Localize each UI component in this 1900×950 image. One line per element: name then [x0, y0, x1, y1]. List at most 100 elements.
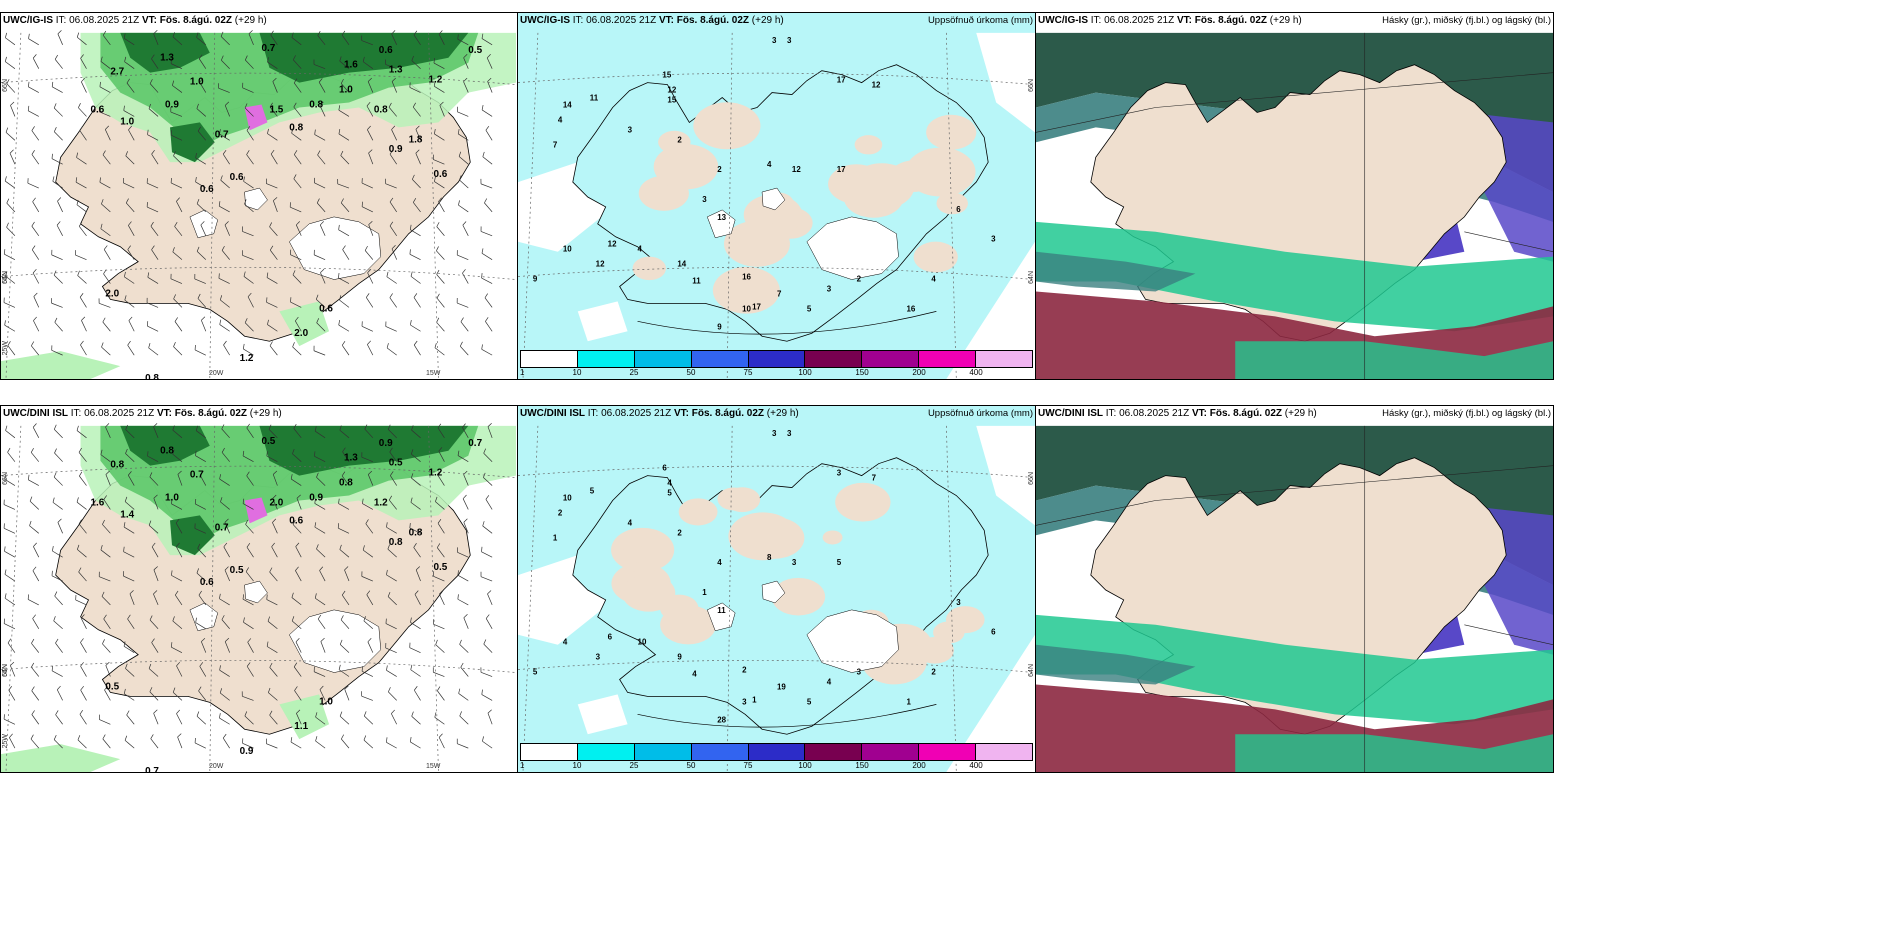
precip-value-label: 0.5: [468, 45, 482, 56]
glacier: [761, 187, 786, 211]
map-panel: 0.5 0.8 0.8 1.6 0.7 1.0 0.7 0.6 1.3 0.9 0.8 0.5 0.9 1…: [0, 405, 518, 773]
precip-value-label: 0.6: [200, 577, 214, 588]
precip-value-label: 0.5: [105, 681, 119, 692]
precip-value-label: 0.6: [379, 45, 393, 56]
precip-shading: [1, 425, 517, 772]
colorbar-swatch: [634, 744, 692, 760]
precip-value-label: 0.7: [190, 470, 204, 481]
glacier: [244, 580, 268, 604]
precip-value-label: 3: [742, 697, 747, 706]
land-dry: [632, 102, 977, 314]
precip-value-label: 3: [702, 195, 707, 204]
precip-value-label: 3: [827, 284, 832, 293]
glacier: [189, 602, 219, 632]
glacier: [806, 609, 899, 673]
precip-value-label: 9: [533, 275, 538, 284]
precip-value-label: 0.5: [389, 458, 403, 469]
precip-value-label: 4: [558, 115, 563, 124]
precip-value-label: 2: [677, 528, 682, 537]
colorbar-swatch: [577, 744, 635, 760]
precip-value-label: 1: [752, 695, 757, 704]
glacier: [706, 602, 736, 632]
colorbar-tick-label: 150: [855, 761, 869, 770]
precip-value-label: 1.3: [389, 65, 403, 76]
precip-value-label: 2: [857, 275, 862, 284]
precip-value-label: 8: [767, 553, 772, 562]
colorbar-tick-label: 200: [912, 368, 926, 377]
precip-value-label: 17: [752, 302, 761, 311]
grid-label: 64N: [1028, 664, 1035, 677]
precip-value-label: 4: [638, 245, 643, 254]
precip-value-label: 1.2: [374, 497, 388, 508]
colorbar-tick-label: 150: [855, 368, 869, 377]
precip-shading: [1, 32, 517, 379]
precip-value-label: 1.0: [120, 116, 134, 127]
grid-label: 20W: [209, 763, 224, 770]
precip-value-label: 1.3: [344, 453, 358, 464]
precip-value-label: 1: [702, 588, 707, 597]
precip-value-label: 1.6: [344, 60, 358, 71]
precip-value-label: 1: [906, 697, 911, 706]
precip-value-label: 0.8: [389, 537, 403, 548]
precip-value-label: 19: [777, 682, 786, 691]
map-panel: 3 3 10 6 5 4 2 1 3 7 4 2 8 4 3 5 1 11 6 4 10 3 9 4 2 5 3 1 28 19 5 4 3 1 2…: [517, 405, 1036, 773]
value-labels: 0.5 0.8 0.8 1.6 0.7 1.0 0.7 0.6 1.3 0.9 0.8 0.5 0.9 1…: [90, 436, 482, 772]
colorbar-tick-label: 400: [969, 761, 983, 770]
precip-value-label: 0.8: [409, 527, 423, 538]
colorbar-swatch: [748, 351, 806, 367]
precip-value-label: 4: [667, 479, 672, 488]
precip-value-label: 2: [717, 165, 722, 174]
precip-value-label: 0.9: [389, 144, 403, 155]
colorbar-swatch: [748, 744, 806, 760]
colorbar-tick-label: 25: [629, 368, 639, 377]
precip-value-label: 0.8: [374, 104, 388, 115]
precip-value-label: 17: [837, 165, 846, 174]
precip-value-label: 9: [717, 322, 722, 331]
colorbar-swatch: [919, 351, 977, 367]
precip-value-label: 0.9: [379, 438, 393, 449]
precip-value-label: 0.7: [215, 129, 229, 140]
wind-barbs: [3, 30, 493, 356]
grid-label: 15W: [426, 370, 441, 377]
glacier: [189, 209, 219, 239]
glacier: [289, 609, 382, 673]
precip-value-label: 12: [792, 165, 801, 174]
colorbar-swatch: [976, 351, 1033, 367]
colorbar-tick-label: 10: [572, 368, 582, 377]
precip-value-label: 9: [677, 653, 682, 662]
precip-value-label: 10: [638, 638, 647, 647]
precip-value-label: 3: [956, 598, 961, 607]
precip-value-label: 7: [777, 289, 782, 298]
map-canvas: [1036, 406, 1553, 772]
precip-value-label: 3: [596, 653, 601, 662]
precip-value-label: 0.9: [165, 99, 179, 110]
precip-value-label: 13: [717, 213, 726, 222]
precip-value-label: 3: [837, 469, 842, 478]
colorbar-swatch: [521, 351, 578, 367]
precip-value-label: 0.9: [309, 492, 323, 503]
precip-value-label: 3: [772, 429, 777, 438]
precip-value-label: 10: [563, 493, 572, 502]
colorbar-swatch: [691, 351, 749, 367]
precip-value-label: 5: [837, 558, 842, 567]
colorbar-swatch: [919, 744, 977, 760]
precip-value-label: 0.5: [230, 565, 244, 576]
colorbar-tick-label: 100: [798, 761, 812, 770]
precip-value-label: 15: [667, 96, 676, 105]
colorbar-swatch: [862, 744, 920, 760]
cloud-layers-over: [1036, 32, 1553, 379]
precip-value-label: 2.0: [269, 497, 283, 508]
precip-value-label: 2.0: [294, 328, 308, 339]
precip-value-label: 0.8: [145, 373, 159, 379]
glacier: [244, 187, 268, 211]
map-panel: UWC/DINI ISL IT: 06.08.2025 21Z VT: Fös.…: [1035, 405, 1554, 773]
precip-value-label: 1.0: [190, 77, 204, 88]
precip-value-label: 4: [563, 638, 568, 647]
precip-value-label: 5: [667, 489, 672, 498]
precip-value-label: 14: [563, 100, 572, 109]
precip-value-label: 0.6: [289, 515, 303, 526]
grid-label: 15W: [426, 763, 441, 770]
precip-value-label: 2: [742, 666, 747, 675]
precip-value-label: 1.4: [120, 509, 134, 520]
